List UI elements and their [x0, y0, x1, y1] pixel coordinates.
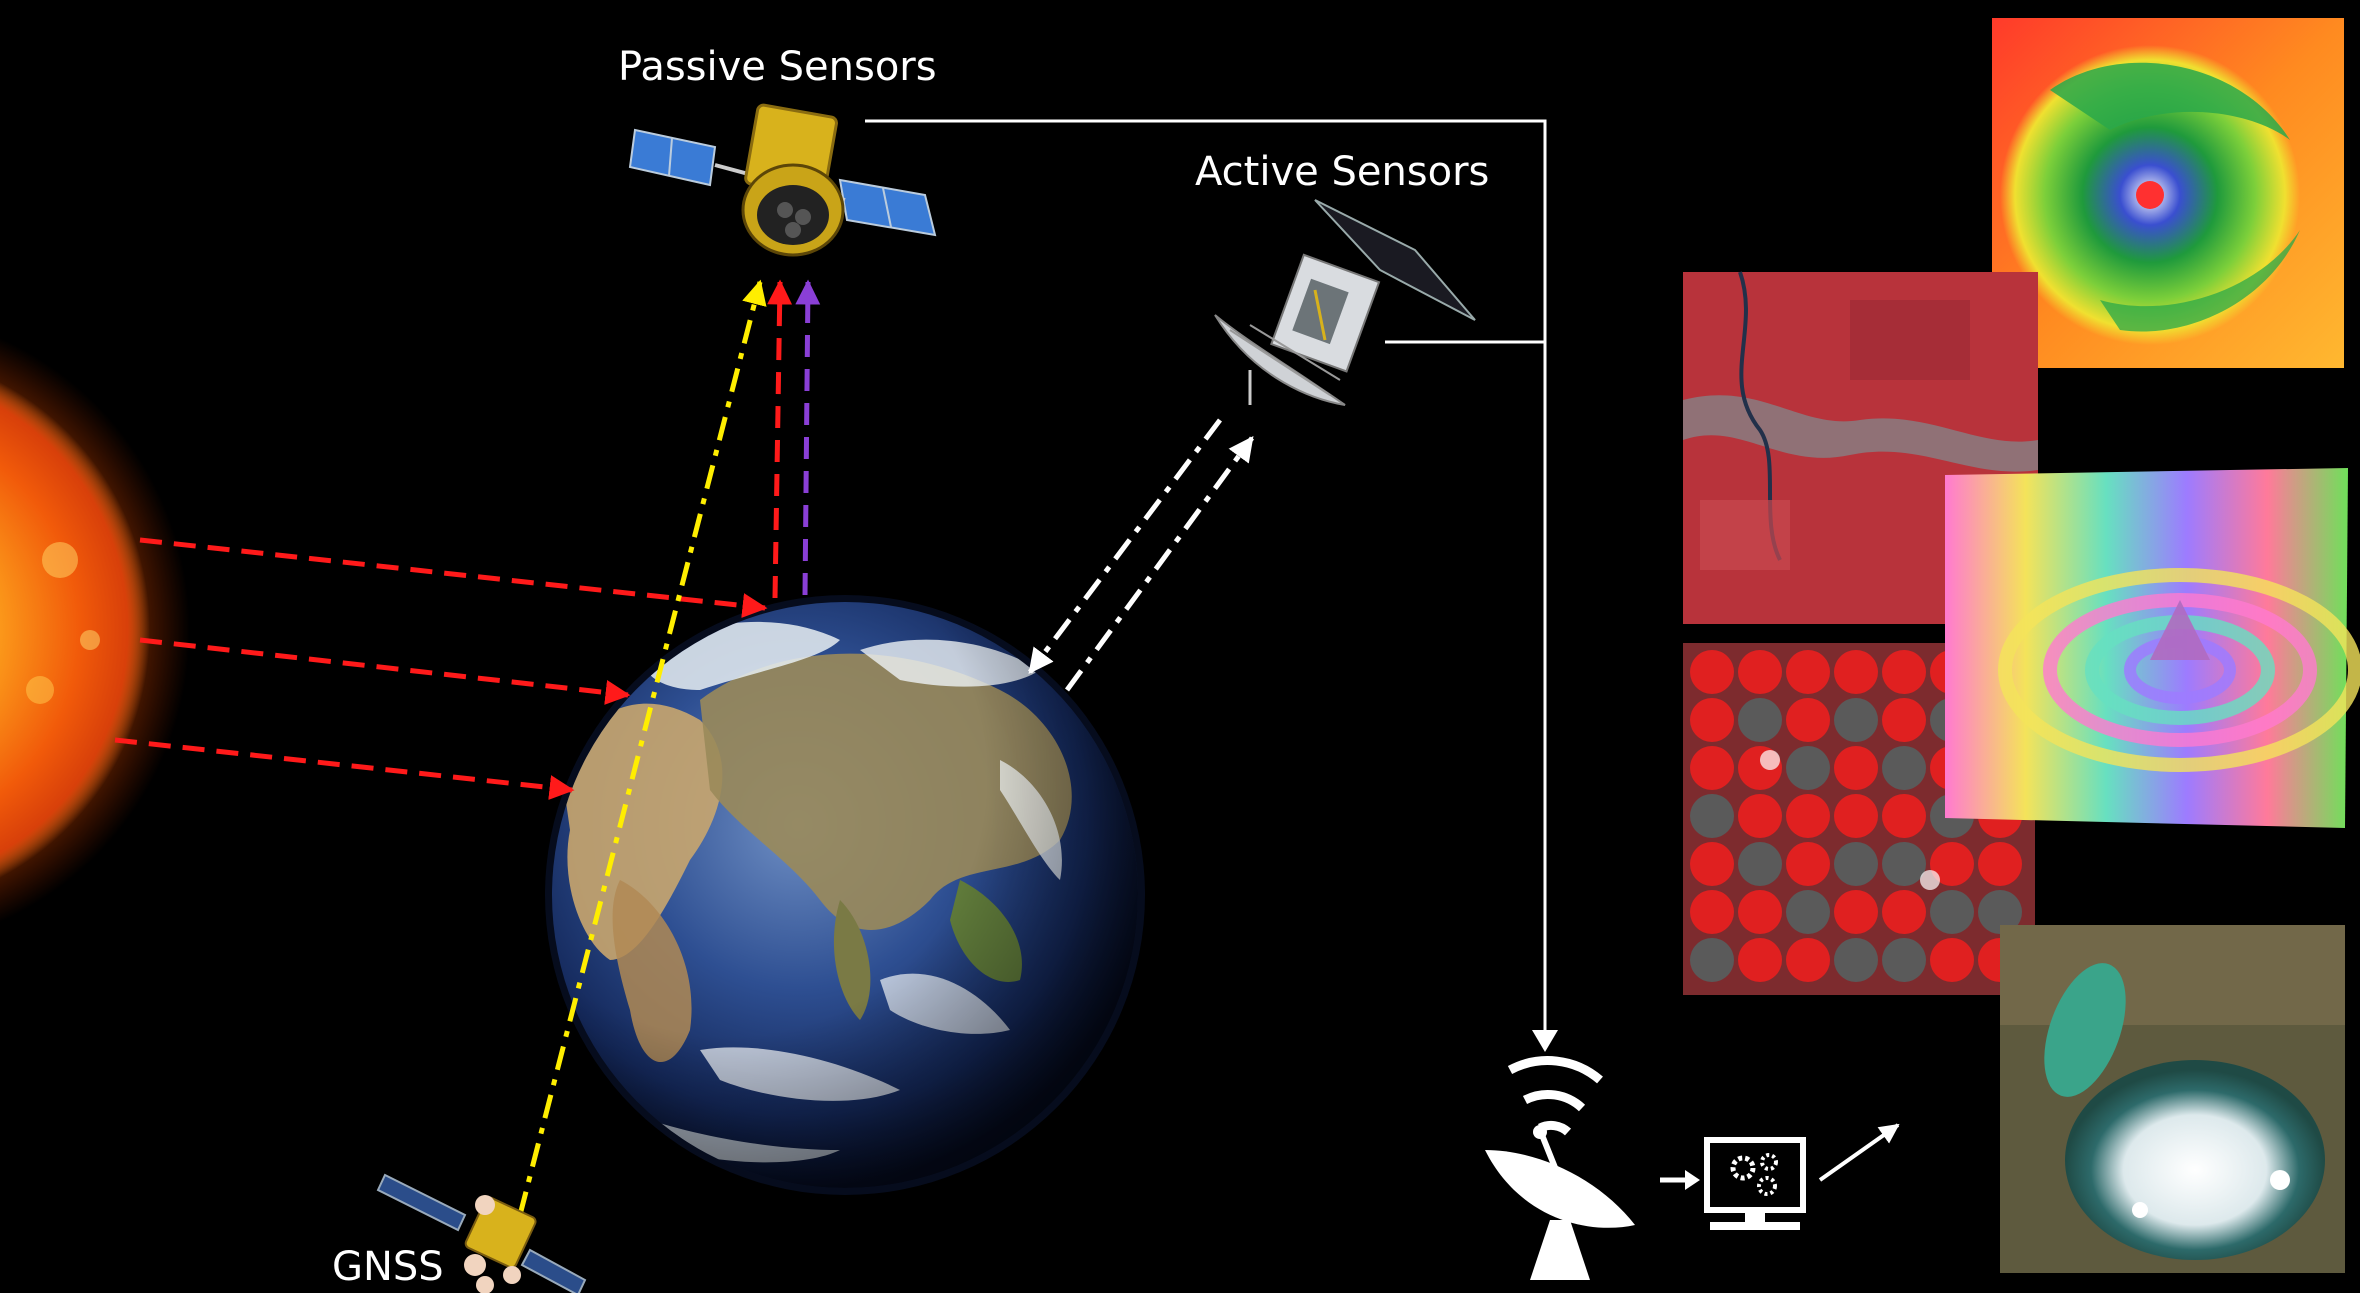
reflected-radiation-arrow: [767, 279, 793, 599]
computer-gears-icon: [1704, 1137, 1806, 1230]
radar-transmit-arrow: [1028, 418, 1222, 674]
data-downlink-lines: [865, 119, 1547, 1045]
active-sensors-label: Active Sensors: [1195, 149, 1489, 195]
solar-ray: [139, 637, 631, 705]
earth-globe: [545, 595, 1145, 1195]
sun-icon: [0, 337, 190, 923]
station-to-computer-arrowhead: [1685, 1170, 1700, 1190]
satellite-dish-icon: [1485, 1056, 1635, 1280]
gnss-reflected-signal: [517, 279, 767, 1216]
solar-ray: [139, 537, 768, 618]
passive-satellite-icon: [628, 103, 937, 257]
gnss-label: GNSS: [332, 1244, 444, 1290]
gnss-satellite-icon: [376, 1173, 587, 1293]
radar-return-arrow: [1064, 435, 1255, 692]
thermal-emission-arrow: [795, 279, 821, 596]
passive-sensors-label: Passive Sensors: [618, 44, 937, 90]
downlink-arrowhead: [1532, 1030, 1558, 1052]
solar-radiation-rays: [114, 537, 768, 800]
insar-volcano-interferogram: [1945, 468, 2360, 828]
active-satellite-icon: [1214, 199, 1476, 406]
solar-ray: [114, 737, 575, 800]
false-color-landscape-image: [1683, 271, 2038, 624]
lake-ice-true-color-image: [2000, 925, 2345, 1273]
computer-to-output-arrow: [1818, 1123, 1900, 1182]
hurricane-thermal-image: [1992, 18, 2344, 368]
